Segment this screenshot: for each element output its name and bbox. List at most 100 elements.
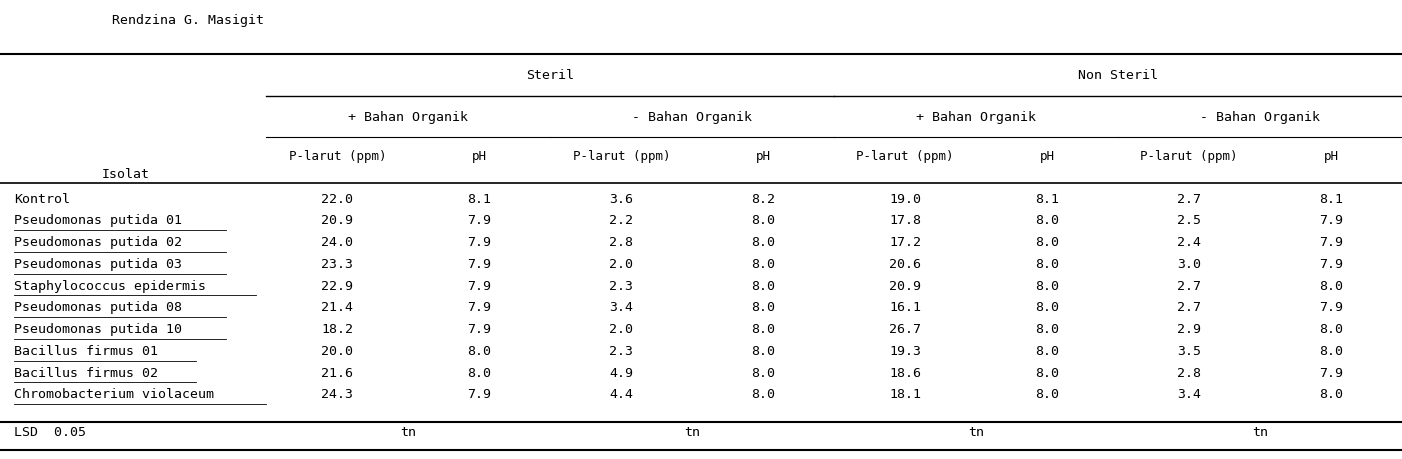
Text: 8.0: 8.0 [1035,366,1059,379]
Text: 8.1: 8.1 [1035,192,1059,205]
Text: 7.9: 7.9 [467,301,491,314]
Text: 8.0: 8.0 [1035,236,1059,249]
Text: 2.7: 2.7 [1178,192,1202,205]
Text: 8.0: 8.0 [751,323,775,336]
Text: 2.2: 2.2 [610,214,634,227]
Text: 22.0: 22.0 [321,192,353,205]
Text: 8.0: 8.0 [467,366,491,379]
Text: Steril: Steril [526,69,575,82]
Text: 8.0: 8.0 [1035,323,1059,336]
Text: tn: tn [1252,425,1267,438]
Text: 7.9: 7.9 [1319,257,1343,270]
Text: 8.0: 8.0 [751,214,775,227]
Text: pH: pH [1040,150,1054,162]
Text: 7.9: 7.9 [467,214,491,227]
Text: 8.0: 8.0 [1035,214,1059,227]
Text: 8.0: 8.0 [1035,257,1059,270]
Text: 8.0: 8.0 [751,301,775,314]
Text: Non Steril: Non Steril [1078,69,1158,82]
Text: 8.0: 8.0 [751,257,775,270]
Text: 21.6: 21.6 [321,366,353,379]
Text: 7.9: 7.9 [467,387,491,401]
Text: Pseudomonas putida 08: Pseudomonas putida 08 [14,301,182,314]
Text: - Bahan Organik: - Bahan Organik [1200,111,1321,123]
Text: 2.8: 2.8 [1178,366,1202,379]
Text: Pseudomonas putida 03: Pseudomonas putida 03 [14,257,182,270]
Text: 4.9: 4.9 [610,366,634,379]
Text: 18.6: 18.6 [889,366,921,379]
Text: tn: tn [684,425,700,438]
Text: pH: pH [756,150,771,162]
Text: 8.0: 8.0 [1035,387,1059,401]
Text: 24.3: 24.3 [321,387,353,401]
Text: 2.7: 2.7 [1178,301,1202,314]
Text: 2.7: 2.7 [1178,279,1202,292]
Text: + Bahan Organik: + Bahan Organik [348,111,468,123]
Text: 24.0: 24.0 [321,236,353,249]
Text: 4.4: 4.4 [610,387,634,401]
Text: 2.8: 2.8 [610,236,634,249]
Text: 8.0: 8.0 [751,366,775,379]
Text: 22.9: 22.9 [321,279,353,292]
Text: 8.0: 8.0 [1319,279,1343,292]
Text: 23.3: 23.3 [321,257,353,270]
Text: P-larut (ppm): P-larut (ppm) [289,150,386,162]
Text: 16.1: 16.1 [889,301,921,314]
Text: 8.0: 8.0 [751,236,775,249]
Text: 2.4: 2.4 [1178,236,1202,249]
Text: 8.0: 8.0 [1319,323,1343,336]
Text: 8.0: 8.0 [751,279,775,292]
Text: Kontrol: Kontrol [14,192,70,205]
Text: 2.9: 2.9 [1178,323,1202,336]
Text: 7.9: 7.9 [1319,214,1343,227]
Text: P-larut (ppm): P-larut (ppm) [1140,150,1238,162]
Text: - Bahan Organik: - Bahan Organik [632,111,753,123]
Text: 19.0: 19.0 [889,192,921,205]
Text: P-larut (ppm): P-larut (ppm) [572,150,670,162]
Text: 2.3: 2.3 [610,344,634,357]
Text: 8.0: 8.0 [1035,344,1059,357]
Text: 8.0: 8.0 [1319,344,1343,357]
Text: 26.7: 26.7 [889,323,921,336]
Text: 20.9: 20.9 [889,279,921,292]
Text: Bacillus firmus 02: Bacillus firmus 02 [14,366,158,379]
Text: 8.0: 8.0 [751,387,775,401]
Text: Isolat: Isolat [102,168,150,181]
Text: 7.9: 7.9 [1319,366,1343,379]
Text: 8.0: 8.0 [751,344,775,357]
Text: P-larut (ppm): P-larut (ppm) [857,150,953,162]
Text: Chromobacterium violaceum: Chromobacterium violaceum [14,387,215,401]
Text: 2.0: 2.0 [610,323,634,336]
Text: 8.0: 8.0 [467,344,491,357]
Text: 7.9: 7.9 [467,323,491,336]
Text: 7.9: 7.9 [467,236,491,249]
Text: 18.1: 18.1 [889,387,921,401]
Text: 8.2: 8.2 [751,192,775,205]
Text: Pseudomonas putida 02: Pseudomonas putida 02 [14,236,182,249]
Text: 17.8: 17.8 [889,214,921,227]
Text: 18.2: 18.2 [321,323,353,336]
Text: tn: tn [401,425,416,438]
Text: 20.6: 20.6 [889,257,921,270]
Text: 2.0: 2.0 [610,257,634,270]
Text: 3.6: 3.6 [610,192,634,205]
Text: Staphylococcus epidermis: Staphylococcus epidermis [14,279,206,292]
Text: Pseudomonas putida 01: Pseudomonas putida 01 [14,214,182,227]
Text: 2.5: 2.5 [1178,214,1202,227]
Text: 21.4: 21.4 [321,301,353,314]
Text: + Bahan Organik: + Bahan Organik [916,111,1036,123]
Text: 7.9: 7.9 [467,257,491,270]
Text: 7.9: 7.9 [1319,236,1343,249]
Text: 19.3: 19.3 [889,344,921,357]
Text: LSD  0.05: LSD 0.05 [14,425,86,438]
Text: 3.5: 3.5 [1178,344,1202,357]
Text: 3.4: 3.4 [1178,387,1202,401]
Text: pH: pH [472,150,486,162]
Text: 8.0: 8.0 [1035,279,1059,292]
Text: 7.9: 7.9 [467,279,491,292]
Text: 8.1: 8.1 [1319,192,1343,205]
Text: tn: tn [969,425,984,438]
Text: Rendzina G. Masigit: Rendzina G. Masigit [112,14,264,27]
Text: Bacillus firmus 01: Bacillus firmus 01 [14,344,158,357]
Text: 20.0: 20.0 [321,344,353,357]
